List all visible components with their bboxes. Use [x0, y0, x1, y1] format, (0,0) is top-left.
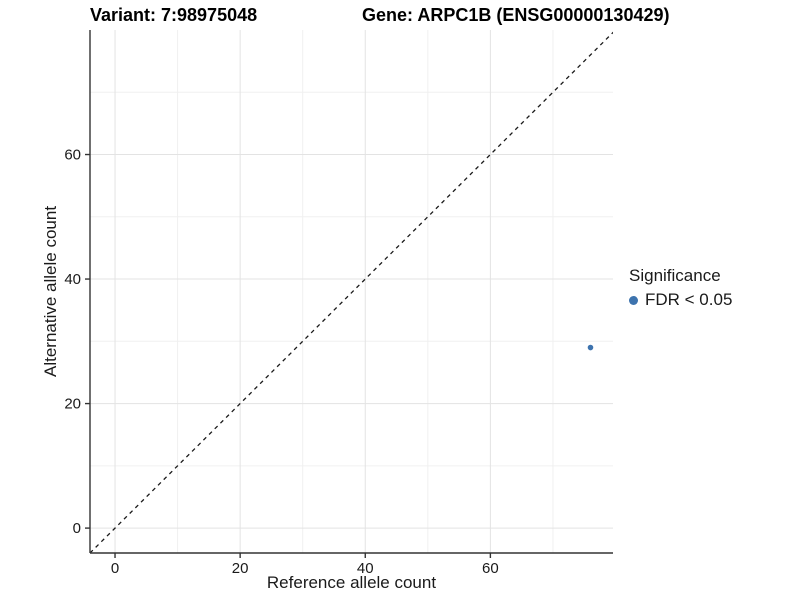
x-tick-label: 20 — [232, 560, 249, 577]
x-axis-title: Reference allele count — [266, 573, 437, 592]
variant-title: Variant: 7:98975048 — [90, 5, 258, 25]
legend-entry-label: FDR < 0.05 — [645, 290, 733, 309]
y-tick-label: 40 — [64, 271, 81, 288]
y-tick-label: 20 — [64, 396, 81, 413]
legend-entry: FDR < 0.05 — [629, 290, 732, 310]
identity-reference-line — [90, 31, 613, 553]
data-point — [587, 344, 594, 351]
legend: Significance FDR < 0.05 — [629, 266, 732, 310]
y-axis-title: Alternative allele count — [41, 205, 60, 378]
x-tick-label: 40 — [357, 560, 374, 577]
x-tick-label: 0 — [111, 560, 119, 577]
gene-title: Gene: ARPC1B (ENSG00000130429) — [362, 5, 670, 25]
y-tick-label: 0 — [73, 520, 81, 537]
legend-point-icon — [629, 295, 638, 305]
y-tick-label: 60 — [64, 147, 81, 164]
x-tick-label: 60 — [482, 560, 499, 577]
legend-title: Significance — [629, 266, 721, 285]
